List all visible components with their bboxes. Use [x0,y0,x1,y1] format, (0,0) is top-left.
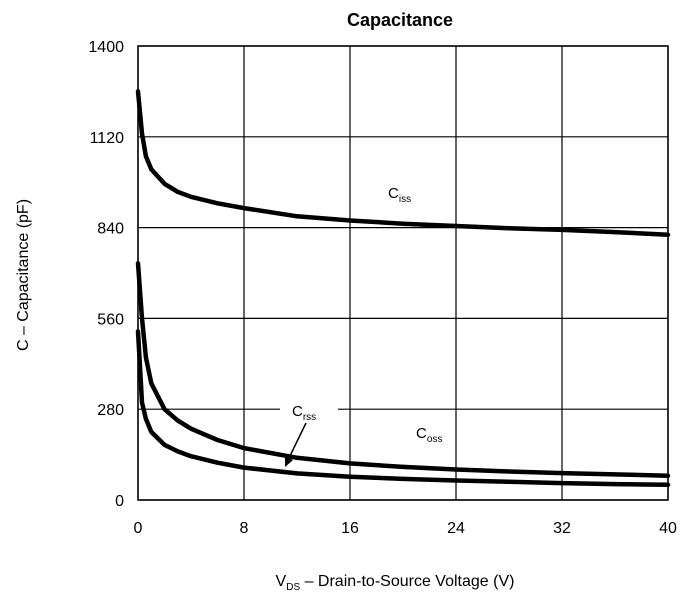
x-tick-label: 16 [341,520,359,537]
series-line-coss [135,261,671,478]
y-tick-label: 280 [97,402,124,419]
x-tick-label: 24 [447,520,465,537]
y-tick-label: 560 [97,311,124,328]
series-line-crss [135,329,671,488]
y-tick-label: 0 [115,493,124,510]
crss-leader-arrowhead [285,456,293,467]
grid [137,45,669,501]
x-tick-label: 8 [240,520,249,537]
x-axis-label: VDS – Drain-to-Source Voltage (V) [276,573,515,593]
x-tick-label: 40 [659,520,677,537]
x-tick-label: 0 [134,520,143,537]
plot-frame [137,45,669,501]
series-label-coss: Coss [416,425,442,445]
x-tick-labels: 0 8 16 24 32 40 [134,520,677,537]
crss-label-backdrop [280,402,338,422]
series-label-ciss: Ciss [388,185,411,205]
y-tick-label: 1400 [88,39,124,56]
crss-leader-line [287,422,307,461]
y-tick-label: 840 [97,221,124,238]
y-axis-label: C – Capacitance (pF) [15,199,32,351]
series-label-crss: Crss [292,403,316,423]
series-group [135,89,671,488]
chart-title: Capacitance [347,10,453,30]
y-tick-labels: 0 280 560 840 1120 1400 [88,39,124,510]
x-tick-label: 32 [553,520,571,537]
series-line-ciss [135,89,671,237]
y-tick-label: 1120 [90,130,125,147]
